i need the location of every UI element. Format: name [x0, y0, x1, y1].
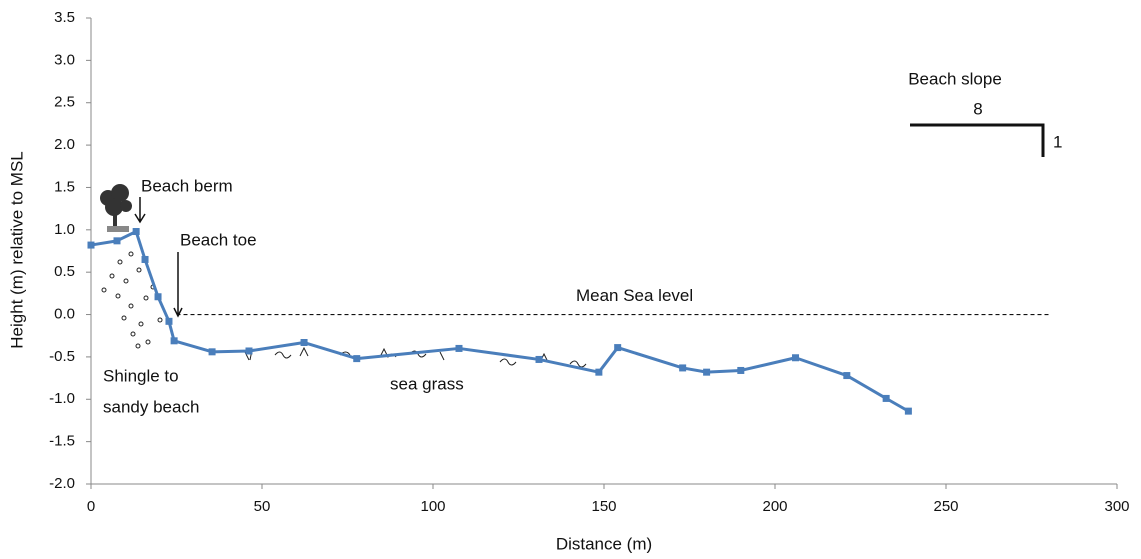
marker — [679, 364, 687, 372]
series-line — [90, 230, 910, 413]
marker — [170, 337, 178, 345]
y-tick-label: -1.0 — [49, 390, 75, 407]
y-tick-label: 0.0 — [54, 306, 75, 323]
marker — [132, 228, 140, 236]
annotation: Beach toe — [180, 230, 257, 249]
marker — [245, 347, 253, 355]
marker — [154, 293, 162, 301]
y-tick-label: 1.0 — [54, 221, 75, 238]
y-tick-label: 0.5 — [54, 263, 75, 280]
y-axis-title: Height (m) relative to MSL — [7, 151, 26, 348]
x-tick-label: 300 — [1104, 498, 1129, 515]
marker — [87, 241, 95, 249]
x-tick-label: 150 — [591, 498, 616, 515]
marker — [165, 317, 173, 325]
tree — [100, 184, 132, 232]
annotation: Beach slope — [908, 69, 1002, 88]
y-tick-label: -1.5 — [49, 433, 75, 450]
y-tick-label: 3.0 — [54, 51, 75, 68]
x-tick-label: 200 — [762, 498, 787, 515]
marker — [904, 407, 912, 415]
y-tick-label: 1.5 — [54, 178, 75, 195]
marker — [208, 348, 216, 356]
marker — [535, 355, 543, 363]
marker — [300, 339, 308, 347]
pebbles — [101, 251, 163, 349]
marker — [455, 344, 463, 352]
arrows — [134, 197, 183, 318]
x-tick-label: 250 — [933, 498, 958, 515]
marker — [737, 366, 745, 374]
annotation: 1 — [1053, 132, 1062, 151]
marker — [882, 394, 890, 402]
x-tick-label: 0 — [87, 498, 95, 515]
y-tick-label: 2.0 — [54, 136, 75, 153]
marker — [113, 237, 121, 245]
reference-label: Mean Sea level — [576, 286, 693, 305]
marker — [353, 355, 361, 363]
marker — [703, 368, 711, 376]
annotation: Shingle to — [103, 366, 179, 385]
marker — [792, 354, 800, 362]
annotation: 8 — [973, 99, 982, 118]
annotation: sea grass — [390, 374, 464, 393]
marker — [614, 344, 622, 352]
slope-bar — [910, 123, 1045, 157]
x-axis-title: Distance (m) — [556, 534, 652, 553]
marker — [843, 372, 851, 380]
marker — [595, 368, 603, 376]
y-tick-label: 2.5 — [54, 94, 75, 111]
annotation: sandy beach — [103, 397, 199, 416]
y-tick-label: -2.0 — [49, 475, 75, 492]
x-tick-label: 100 — [420, 498, 445, 515]
y-tick-label: 3.5 — [54, 9, 75, 26]
x-tick-label: 50 — [254, 498, 271, 515]
marker — [141, 255, 149, 263]
annotation: Beach berm — [141, 176, 233, 195]
y-tick-label: -0.5 — [49, 348, 75, 365]
